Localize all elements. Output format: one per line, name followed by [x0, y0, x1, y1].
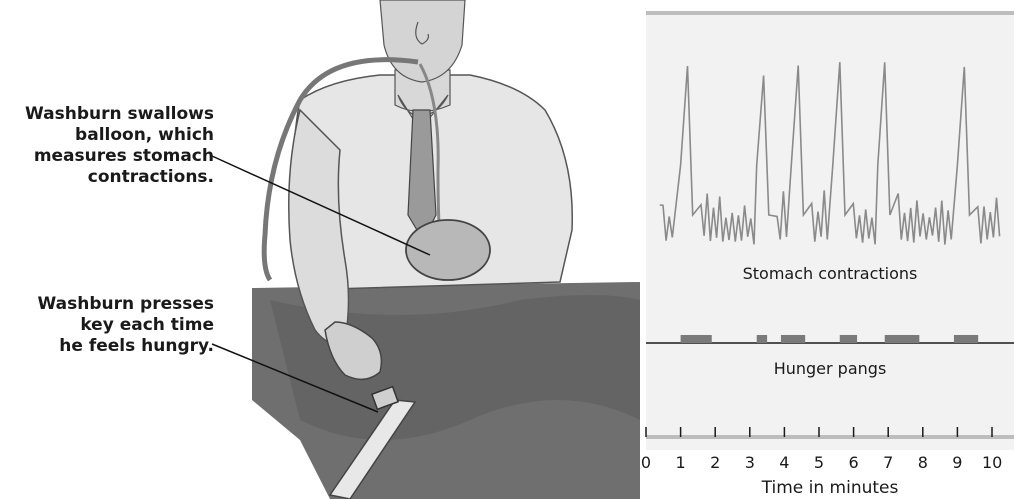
callout-line-balloon	[211, 155, 431, 256]
hunger-pangs-label: Hunger pangs	[773, 359, 887, 378]
nose	[415, 21, 429, 45]
x-tick-label-8: 8	[917, 453, 928, 472]
x-tick-label-9: 9	[952, 453, 963, 472]
x-tick-label-3: 3	[744, 453, 755, 472]
x-tick-label-0: 0	[640, 453, 652, 472]
stomach-contractions-label: Stomach contractions	[742, 264, 918, 283]
x-tick-label-10: 10	[982, 453, 1003, 472]
balloon	[405, 219, 491, 281]
key-device	[328, 399, 417, 499]
hand	[324, 321, 383, 381]
tube	[261, 57, 419, 282]
x-tick-label-1: 1	[675, 453, 686, 472]
chart-panel: Stomach contractions Hunger pangs	[646, 12, 1014, 450]
x-tick-label-5: 5	[813, 453, 825, 472]
x-tick-label-2: 2	[710, 453, 721, 472]
callout-key: Washburn presses key each time he feels …	[37, 294, 214, 356]
callout-line-key	[211, 343, 379, 413]
x-tick-label-4: 4	[779, 453, 790, 472]
key-button	[370, 385, 400, 411]
x-tick-label-6: 6	[848, 453, 859, 472]
washburn-illustration	[211, 0, 640, 499]
callout-balloon: Washburn swallows balloon, which measure…	[25, 104, 214, 187]
x-axis-title: Time in minutes	[761, 478, 899, 498]
x-tick-label-7: 7	[883, 453, 894, 472]
